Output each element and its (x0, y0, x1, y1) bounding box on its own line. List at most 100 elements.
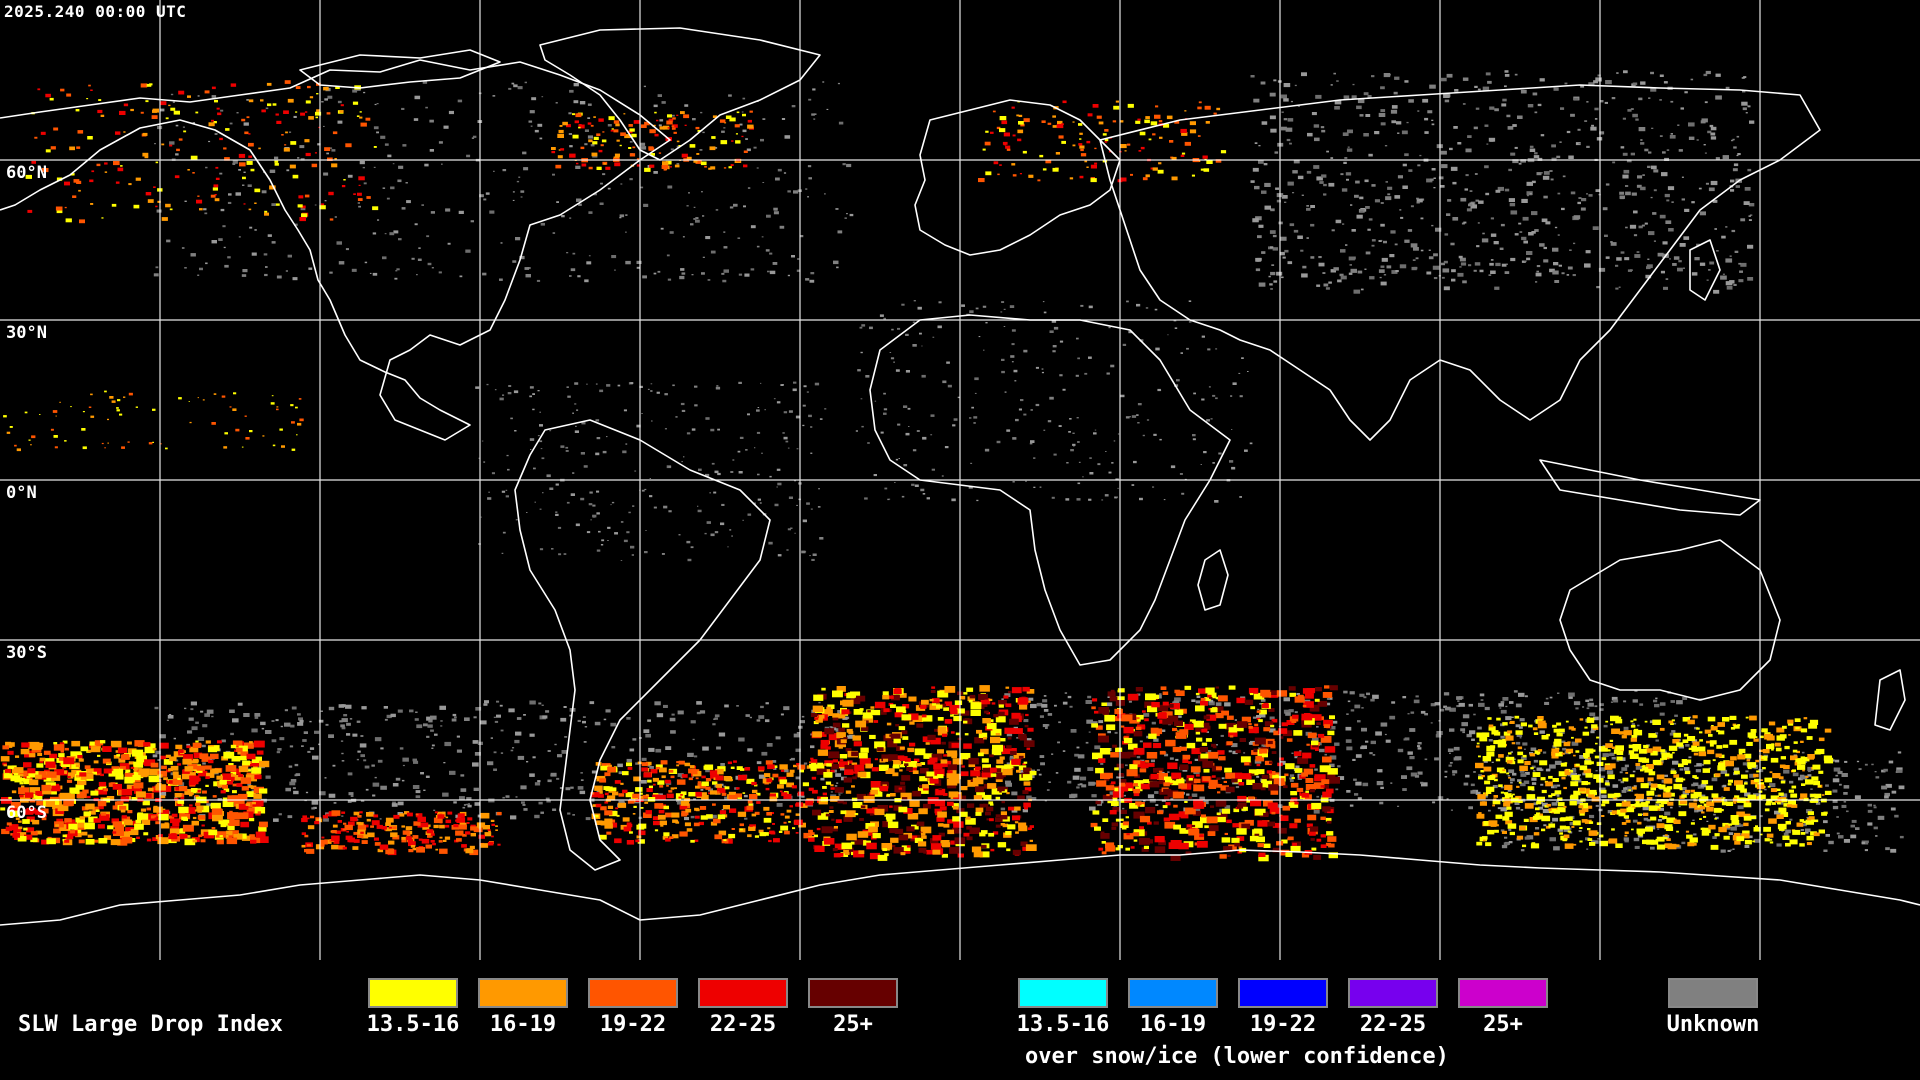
data-pixel (366, 818, 371, 822)
data-pixel (574, 430, 579, 433)
data-pixel (1543, 246, 1547, 250)
data-pixel (1479, 693, 1485, 697)
data-pixel (473, 787, 479, 791)
data-pixel (810, 759, 818, 764)
data-pixel (791, 785, 797, 789)
data-pixel (1616, 759, 1620, 762)
data-pixel (167, 715, 174, 719)
data-pixel (937, 690, 949, 698)
data-pixel (6, 822, 12, 826)
data-pixel (155, 161, 159, 164)
data-pixel (598, 530, 601, 533)
data-pixel (1461, 222, 1465, 225)
data-pixel (1357, 270, 1363, 274)
data-pixel (254, 202, 257, 204)
data-pixel (919, 831, 923, 834)
data-pixel (160, 785, 172, 792)
data-pixel (1330, 84, 1333, 86)
data-pixel (1504, 188, 1510, 192)
data-pixel (75, 833, 82, 838)
data-pixel (745, 714, 750, 717)
data-pixel (1026, 795, 1032, 799)
data-pixel (803, 762, 808, 765)
data-pixel (1574, 778, 1582, 783)
data-pixel (773, 207, 778, 211)
data-pixel (307, 825, 315, 830)
data-pixel (1011, 809, 1018, 813)
data-pixel (701, 781, 709, 787)
data-pixel (348, 792, 354, 796)
data-pixel (837, 230, 843, 234)
data-pixel (895, 369, 900, 372)
data-pixel (1659, 135, 1663, 137)
data-pixel (1570, 191, 1576, 195)
data-pixel (230, 775, 238, 781)
data-pixel (1310, 223, 1315, 227)
data-pixel (502, 394, 505, 396)
data-pixel (337, 820, 342, 823)
data-pixel (897, 327, 901, 330)
data-pixel (1205, 750, 1212, 754)
data-pixel (810, 272, 815, 275)
data-pixel (110, 740, 122, 748)
data-pixel (814, 764, 825, 771)
data-pixel (561, 215, 565, 218)
data-pixel (1595, 770, 1598, 772)
data-pixel (705, 417, 710, 420)
data-pixel (1342, 132, 1349, 136)
data-pixel (323, 818, 329, 822)
data-pixel (992, 110, 996, 113)
data-pixel (1105, 451, 1107, 452)
data-pixel (624, 134, 631, 139)
data-pixel (473, 716, 477, 719)
data-pixel (967, 696, 976, 702)
data-pixel (184, 789, 194, 795)
data-pixel (1013, 369, 1018, 373)
data-pixel (64, 181, 70, 186)
data-pixel (732, 459, 735, 461)
data-pixel (1448, 764, 1452, 767)
data-pixel (288, 131, 292, 133)
data-pixel (1215, 702, 1222, 706)
data-pixel (216, 839, 224, 845)
data-pixel (1043, 695, 1047, 697)
data-pixel (1184, 110, 1187, 112)
data-pixel (534, 814, 540, 819)
data-pixel (1526, 181, 1533, 186)
data-pixel (937, 325, 942, 329)
data-pixel (653, 272, 657, 275)
data-pixel (1616, 257, 1622, 261)
data-pixel (501, 552, 504, 554)
data-pixel (866, 808, 875, 814)
data-pixel (517, 86, 523, 90)
data-pixel (1542, 175, 1550, 180)
data-pixel (652, 777, 659, 782)
data-pixel (1345, 739, 1352, 743)
data-pixel (130, 108, 134, 112)
data-pixel (583, 465, 588, 468)
data-pixel (588, 166, 593, 170)
data-pixel (50, 146, 56, 150)
data-pixel (208, 759, 214, 764)
data-pixel (66, 779, 73, 783)
data-pixel (243, 203, 246, 205)
data-pixel (672, 384, 675, 387)
data-pixel (1474, 85, 1478, 88)
data-pixel (1347, 129, 1353, 134)
data-pixel (1116, 776, 1120, 779)
data-pixel (1104, 494, 1109, 497)
data-pixel (97, 800, 107, 807)
data-pixel (1376, 781, 1384, 786)
data-pixel (794, 819, 803, 825)
data-pixel (1881, 769, 1886, 773)
data-pixel (1462, 714, 1470, 719)
data-pixel (694, 791, 702, 797)
data-pixel (709, 770, 718, 775)
data-pixel (42, 814, 47, 817)
data-pixel (157, 770, 168, 777)
data-pixel (1444, 770, 1448, 773)
data-pixel (813, 118, 816, 120)
data-pixel (1731, 229, 1736, 233)
data-pixel (221, 739, 226, 743)
data-pixel (1577, 128, 1581, 131)
